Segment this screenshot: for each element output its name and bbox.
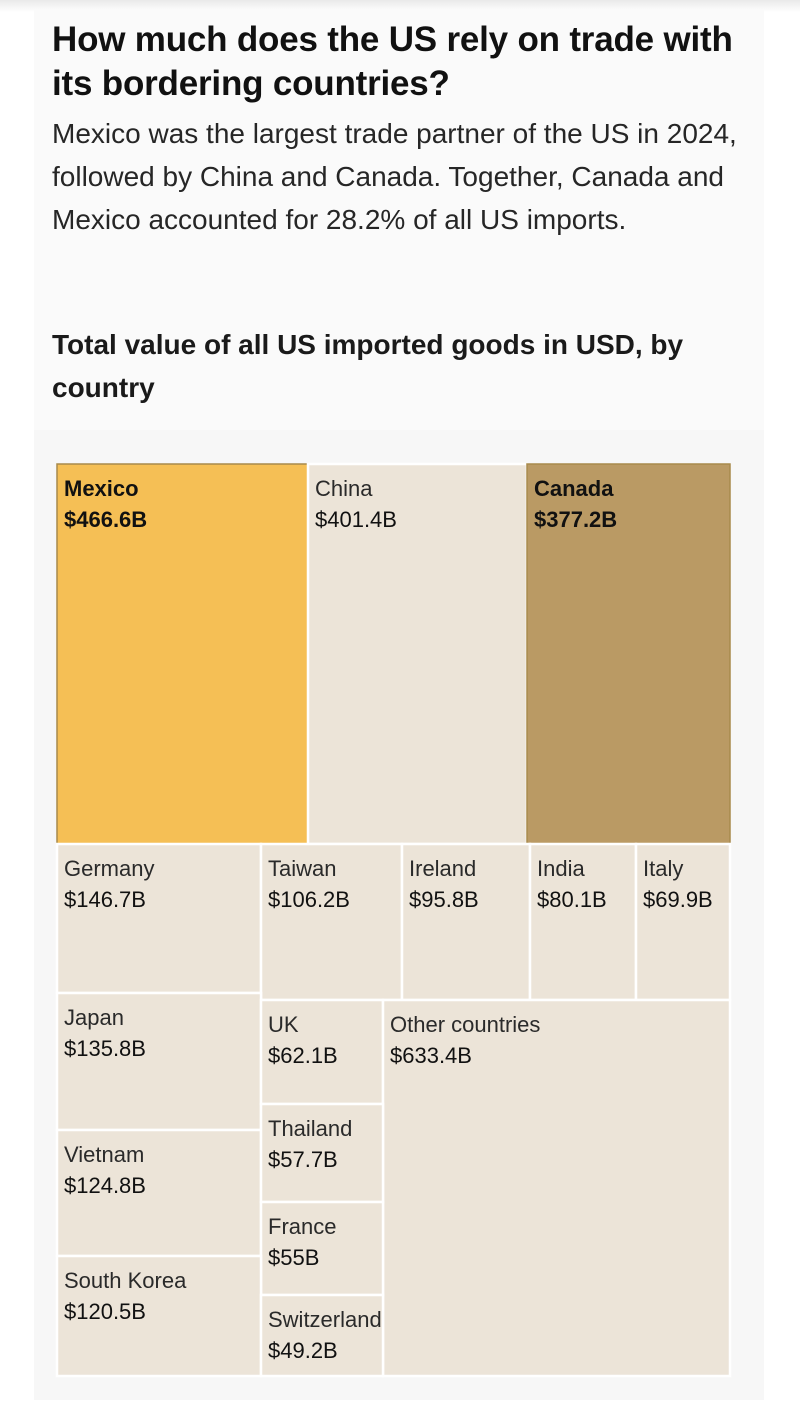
tile-china: China $401.4B xyxy=(306,462,529,846)
tile-name-uk: UK xyxy=(268,1012,299,1037)
tile-rect-france xyxy=(259,1200,385,1297)
tile-value-germany: $146.7B xyxy=(64,887,146,912)
tile-name-other-countries: Other countries xyxy=(390,1012,540,1037)
tile-name-canada: Canada xyxy=(534,476,614,501)
tile-value-mexico: $466.6B xyxy=(64,507,147,532)
tile-value-canada: $377.2B xyxy=(534,507,617,532)
tile-name-taiwan: Taiwan xyxy=(268,856,336,881)
tile-germany: Germany $146.7B xyxy=(55,842,263,995)
tile-rect-japan xyxy=(55,991,263,1132)
tile-south-korea: South Korea $120.5B xyxy=(55,1254,263,1378)
tile-name-mexico: Mexico xyxy=(64,476,139,501)
tile-value-other-countries: $633.4B xyxy=(390,1043,472,1068)
tile-canada: Canada $377.2B xyxy=(526,463,731,845)
dek: Mexico was the largest trade partner of … xyxy=(52,118,737,235)
tile-name-thailand: Thailand xyxy=(268,1116,352,1141)
headline: How much does the US rely on trade with … xyxy=(52,20,733,103)
tile-name-south-korea: South Korea xyxy=(64,1268,187,1293)
tile-name-vietnam: Vietnam xyxy=(64,1142,144,1167)
tile-india: India $80.1B xyxy=(528,842,638,1002)
tile-value-japan: $135.8B xyxy=(64,1036,146,1061)
tile-other-countries: Other countries $633.4B xyxy=(381,998,732,1378)
tile-taiwan: Taiwan $106.2B xyxy=(259,842,404,1002)
tile-name-japan: Japan xyxy=(64,1005,124,1030)
tile-value-france: $55B xyxy=(268,1245,319,1270)
tile-rect-switzerland xyxy=(259,1293,385,1378)
tile-name-switzerland: Switzerland xyxy=(268,1307,382,1332)
tile-name-china: China xyxy=(315,476,373,501)
tile-switzerland: Switzerland $49.2B xyxy=(259,1293,385,1378)
tile-rect-vietnam xyxy=(55,1128,263,1258)
tile-value-china: $401.4B xyxy=(315,507,397,532)
top-fade xyxy=(0,0,800,12)
tile-value-uk: $62.1B xyxy=(268,1043,338,1068)
tile-value-india: $80.1B xyxy=(537,887,607,912)
tile-value-ireland: $95.8B xyxy=(409,887,479,912)
tile-uk: UK $62.1B xyxy=(259,998,385,1106)
tile-rect-ireland xyxy=(400,842,532,1002)
tile-ireland: Ireland $95.8B xyxy=(400,842,532,1002)
tile-name-france: France xyxy=(268,1214,336,1239)
tile-name-ireland: Ireland xyxy=(409,856,476,881)
tile-italy: Italy $69.9B xyxy=(634,842,732,1002)
tile-mexico: Mexico $466.6B xyxy=(56,463,309,845)
chart-title: Total value of all US imported goods in … xyxy=(52,329,684,403)
tile-rect-canada xyxy=(526,463,731,845)
tile-value-switzerland: $49.2B xyxy=(268,1338,338,1363)
tile-rect-other-countries xyxy=(381,998,732,1378)
tile-value-south-korea: $120.5B xyxy=(64,1299,146,1324)
tile-france: France $55B xyxy=(259,1200,385,1297)
tile-name-italy: Italy xyxy=(643,856,683,881)
tile-rect-italy xyxy=(634,842,732,1002)
tile-value-thailand: $57.7B xyxy=(268,1147,338,1172)
tile-value-italy: $69.9B xyxy=(643,887,713,912)
tile-thailand: Thailand $57.7B xyxy=(259,1102,385,1204)
tile-rect-south-korea xyxy=(55,1254,263,1378)
tile-japan: Japan $135.8B xyxy=(55,991,263,1132)
tile-vietnam: Vietnam $124.8B xyxy=(55,1128,263,1258)
tile-rect-mexico xyxy=(56,463,309,845)
header-panel xyxy=(34,10,764,430)
tile-rect-thailand xyxy=(259,1102,385,1204)
tile-value-vietnam: $124.8B xyxy=(64,1173,146,1198)
tile-name-germany: Germany xyxy=(64,856,154,881)
tile-value-taiwan: $106.2B xyxy=(268,887,350,912)
tile-name-india: India xyxy=(537,856,585,881)
